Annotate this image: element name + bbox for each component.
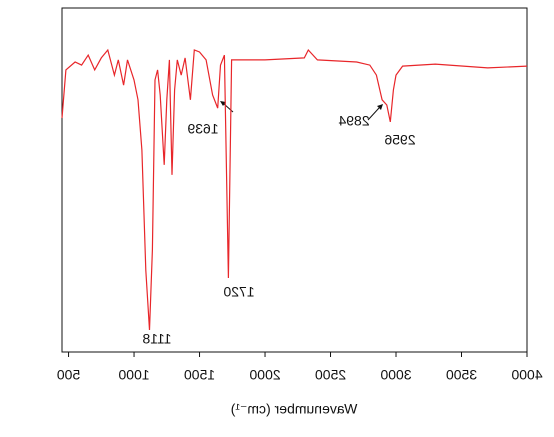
x-axis-label: Wavenumber (cm⁻¹) <box>231 401 358 417</box>
x-tick-label: 3000 <box>380 367 411 383</box>
peak-annotation: 1639 <box>187 121 218 137</box>
peak-annotation: 1118 <box>142 331 171 347</box>
arrow <box>367 107 380 121</box>
x-tick-label: 3500 <box>446 367 477 383</box>
x-tick-label: 1000 <box>118 367 149 383</box>
spectrum-line <box>61 48 528 331</box>
peak-annotation: 2894 <box>338 113 369 129</box>
plot-frame <box>61 7 528 353</box>
x-tick-label: 2000 <box>249 367 280 383</box>
peak-annotation: 2956 <box>384 132 415 148</box>
arrowhead <box>377 104 383 110</box>
arrowhead <box>220 101 226 106</box>
x-tick-label: 2500 <box>315 367 346 383</box>
x-tick-label: 4000 <box>511 367 542 383</box>
peak-annotation: 1720 <box>223 284 254 300</box>
x-tick-label: 500 <box>57 367 81 383</box>
x-tick-label: 1500 <box>184 367 215 383</box>
